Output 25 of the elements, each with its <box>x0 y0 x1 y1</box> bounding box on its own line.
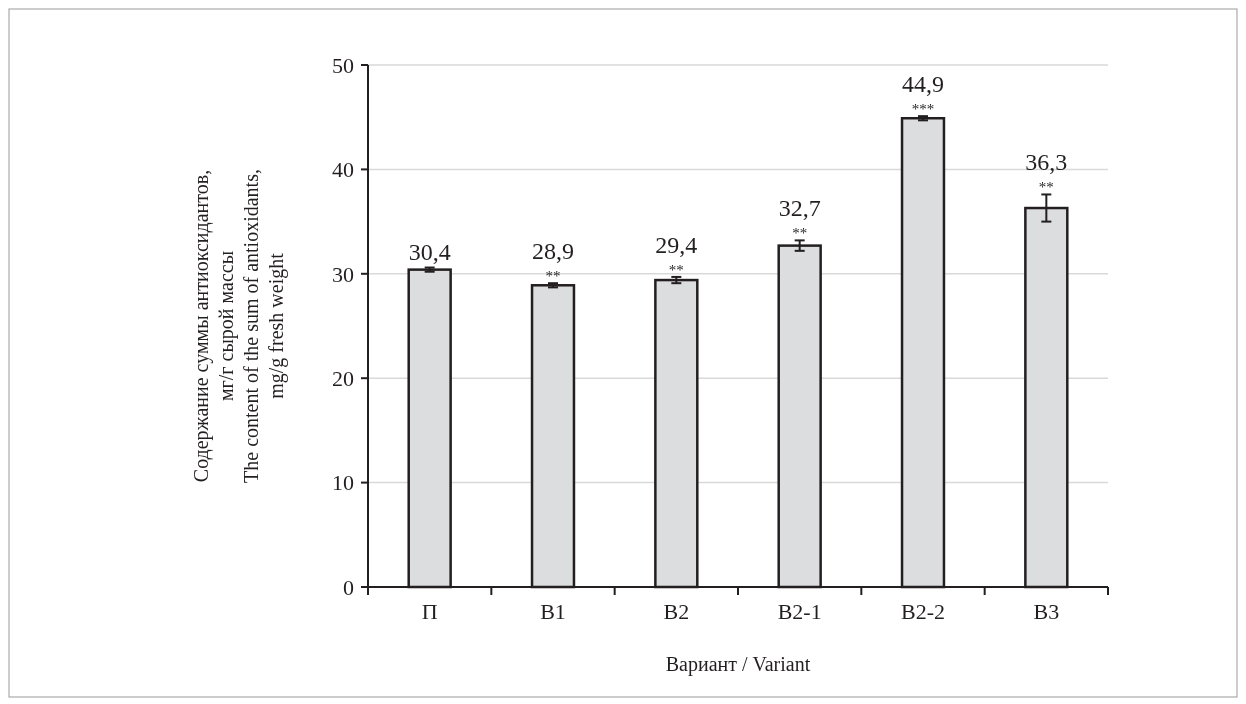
x-tick-label: В1 <box>540 599 566 624</box>
y-axis-title: Содержание суммы антиоксидантов, мг/г сырой массы The content of the sum of antioxidants, mg/g fresh weight <box>190 169 288 483</box>
x-tick-label: В2 <box>663 599 690 624</box>
y-tick-label: 20 <box>332 365 354 391</box>
data-label: 32,7 <box>778 195 821 222</box>
annotation: ** <box>792 225 808 242</box>
y-tick-label: 0 <box>343 574 354 600</box>
data-label: 30,4 <box>408 238 451 265</box>
y-tick-label: 10 <box>332 470 354 496</box>
x-axis-title: Вариант / Variant <box>665 653 811 676</box>
x-tick-label: В3 <box>1033 599 1060 624</box>
x-tick-label: П <box>421 599 438 624</box>
y-tick-label: 30 <box>332 261 354 287</box>
annotation: ** <box>1038 179 1054 196</box>
data-label: 44,9 <box>902 71 944 98</box>
annotation: *** <box>911 101 935 118</box>
data-label: 36,3 <box>1025 149 1068 176</box>
annotation: ** <box>545 268 561 285</box>
data-label: 28,9 <box>532 238 574 265</box>
data-label: 29,4 <box>655 231 698 258</box>
annotation: ** <box>668 261 684 278</box>
x-tick-label: В2-2 <box>901 599 945 624</box>
y-tick-label: 50 <box>332 52 354 78</box>
x-tick-label: В2-1 <box>777 599 822 624</box>
y-tick-label: 40 <box>332 157 354 183</box>
